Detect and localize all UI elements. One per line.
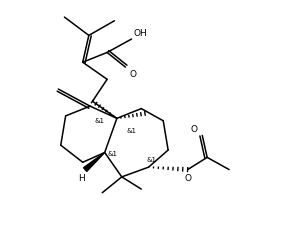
Text: &1: &1 xyxy=(127,128,137,133)
Text: &1: &1 xyxy=(95,118,105,124)
Text: O: O xyxy=(185,174,192,183)
Polygon shape xyxy=(84,152,105,172)
Text: OH: OH xyxy=(133,29,147,38)
Text: O: O xyxy=(130,70,137,79)
Text: &1: &1 xyxy=(107,151,117,157)
Text: O: O xyxy=(191,125,198,134)
Text: &1: &1 xyxy=(146,157,156,163)
Text: H: H xyxy=(78,174,85,183)
